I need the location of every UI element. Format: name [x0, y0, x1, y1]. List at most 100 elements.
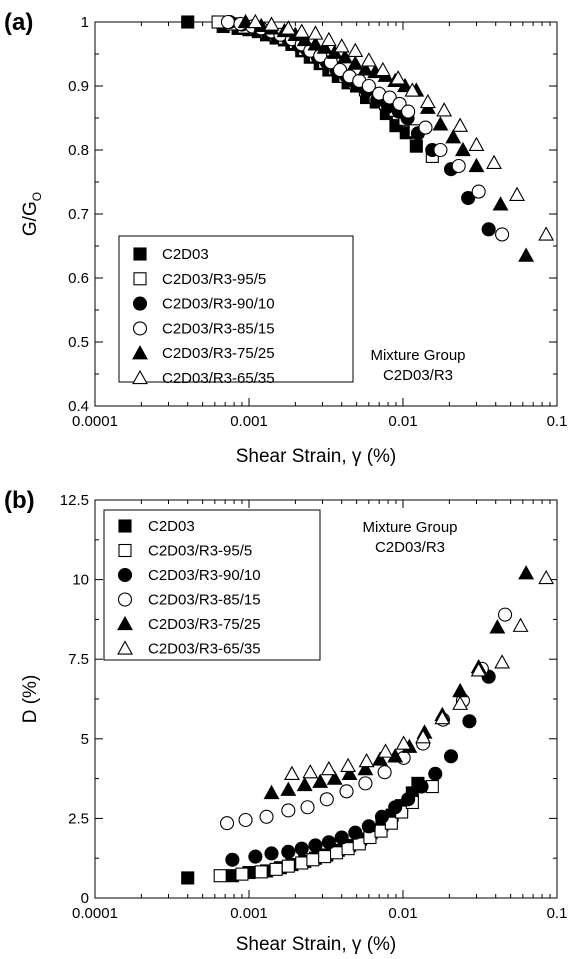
data-point-c2d03-r3-75-25 [397, 77, 413, 93]
legend-marker-c2d03 [118, 519, 132, 533]
data-point-c2d03-r3-95-5 [384, 816, 398, 830]
legend-marker-c2d03 [133, 247, 147, 261]
data-point-c2d03-r3-85-15 [259, 809, 274, 824]
data-point-c2d03-r3-65-35 [358, 752, 375, 768]
data-point-c2d03-r3-90-10 [281, 844, 296, 859]
axis-ticks-a: 0.0001 0.001 0.01 0.1 0.4 0.5 0.6 0.7 0.8 0.9 1 [68, 14, 567, 430]
data-point-c2d03-r3-90-10 [461, 190, 476, 206]
mixture-group-annotation-b-line2: C2D03/R3 [375, 539, 445, 556]
y-tick-label: 10 [72, 572, 89, 589]
data-point-c2d03-r3-75-25 [454, 141, 471, 157]
data-point-c2d03-r3-65-35 [302, 764, 319, 779]
data-point-c2d03-r3-65-35 [538, 226, 555, 241]
panel-a: (a) 0.0001 0.001 0.01 0.1 0.4 0.5 0.6 0.7 0.8 0.9… [4, 9, 567, 467]
legend-items-a: C2D03 C2D03/R3-95/5 C2D03/R3-90/10 C2D03/R3… [132, 246, 275, 387]
y-tick-label: 0.8 [68, 142, 89, 159]
legend-label-c2d03: C2D03 [162, 246, 209, 263]
data-point-c2d03-r3-65-35 [434, 709, 451, 725]
data-point-c2d03-r3-75-25 [518, 247, 535, 262]
series-c2d03-r3-65-35 [283, 569, 555, 780]
data-point-c2d03-r3-90-10 [481, 222, 496, 237]
data-point-c2d03-r3-65-35 [468, 136, 485, 152]
legend-marker-c2d03-r3-75-25 [117, 615, 133, 631]
data-point-c2d03-r3-90-10 [308, 838, 323, 853]
data-point-c2d03-r3-65-35 [247, 13, 264, 29]
y-tick-label: 5 [81, 731, 89, 748]
data-point-c2d03 [181, 15, 195, 29]
legend-a: C2D03 C2D03/R3-95/5 C2D03/R3-90/10 C2D03/R3… [118, 235, 354, 387]
legend-marker-c2d03-r3-75-25 [132, 345, 148, 360]
data-point-c2d03-r3-65-35 [509, 186, 525, 201]
data-point-c2d03-r3-95-5 [269, 862, 283, 876]
data-point-c2d03-r3-75-25 [280, 781, 297, 796]
data-point-c2d03-r3-65-35 [486, 154, 502, 169]
y-tick-label: 7.5 [68, 651, 89, 668]
legend-items-b: C2D03 C2D03/R3-95/5 C2D03/R3-90/10 C2D03/R3… [117, 518, 261, 658]
data-point-c2d03-r3-75-25 [492, 196, 509, 211]
data-point-c2d03-r3-65-35 [340, 757, 357, 773]
data-point-c2d03-r3-75-25 [357, 61, 374, 76]
data-point-c2d03-r3-85-15 [238, 812, 253, 828]
data-point-c2d03-r3-85-15 [220, 14, 236, 30]
legend-label-c2d03-r3-75-25: C2D03/R3-75/25 [162, 345, 275, 362]
data-point-c2d03-r3-90-10 [348, 825, 363, 840]
y-tick-label: 0.9 [68, 78, 89, 95]
data-point-c2d03-r3-95-5 [235, 867, 249, 881]
data-point-c2d03-r3-65-35 [452, 117, 469, 132]
panel-label-b: (b) [4, 487, 35, 514]
data-point-c2d03-r3-65-35 [374, 61, 391, 77]
data-point-c2d03-r3-85-15 [495, 227, 510, 242]
data-point-c2d03-r3-65-35 [395, 735, 412, 750]
x-tick-label: 0.01 [388, 413, 417, 430]
data-point-c2d03 [181, 871, 195, 885]
data-point-c2d03-r3-65-35 [333, 38, 350, 53]
data-point-c2d03-r3-95-5 [341, 842, 355, 856]
data-point-c2d03-r3-90-10 [388, 800, 403, 815]
data-point-c2d03-r3-65-35 [390, 70, 407, 85]
axis-ticks-b: 0.0001 0.001 0.01 0.1 0 2.5 5 7.5 10 12.5 [60, 492, 568, 922]
data-point-c2d03-r3-85-15 [281, 803, 296, 818]
legend-label-c2d03: C2D03 [148, 518, 195, 535]
data-point-c2d03-r3-90-10 [334, 830, 349, 845]
legend-marker-c2d03-r3-95-5 [118, 543, 132, 558]
data-point-c2d03-r3-85-15 [401, 104, 416, 119]
y-tick-label: 2.5 [68, 810, 89, 827]
legend-label-c2d03-r3-65-35: C2D03/R3-65/35 [148, 641, 261, 658]
x-axis-title-a: Shear Strain, γ (%) [236, 446, 397, 467]
data-point-c2d03-r3-65-35 [538, 569, 555, 585]
data-point-c2d03-r3-90-10 [294, 841, 309, 856]
x-tick-label: 0.01 [388, 905, 417, 922]
data-point-c2d03-r3-95-5 [318, 850, 332, 864]
data-point-c2d03-r3-65-35 [320, 760, 337, 776]
data-point-c2d03-r3-85-15 [498, 607, 513, 622]
legend-label-c2d03-r3-85-15: C2D03/R3-85/15 [148, 592, 261, 609]
data-point-c2d03-r3-75-25 [263, 784, 280, 800]
x-tick-label: 0.001 [230, 413, 268, 430]
data-point-c2d03-r3-85-15 [377, 765, 392, 780]
data-point-c2d03-r3-85-15 [418, 120, 433, 135]
y-tick-label: 0.6 [68, 270, 89, 287]
x-axis-title-b: Shear Strain, γ (%) [236, 934, 397, 955]
data-point-c2d03-r3-65-35 [320, 31, 337, 47]
legend-label-c2d03-r3-95-5: C2D03/R3-95/5 [148, 543, 252, 560]
data-point-c2d03-r3-75-25 [341, 765, 358, 780]
data-point-c2d03-r3-75-25 [312, 773, 329, 788]
data-point-c2d03-r3-75-25 [432, 116, 449, 131]
mixture-group-annotation-a-line1: Mixture Group [370, 347, 465, 364]
data-point-c2d03-r3-65-35 [307, 25, 324, 40]
data-point-c2d03-r3-85-15 [300, 800, 315, 815]
data-point-c2d03-r3-90-10 [361, 819, 376, 834]
data-point-c2d03-r3-75-25 [452, 682, 469, 698]
legend-box-b [103, 509, 321, 661]
mixture-group-annotation-a-line2: C2D03/R3 [383, 367, 453, 384]
legend-label-c2d03-r3-65-35: C2D03/R3-65/35 [162, 370, 275, 387]
data-point-c2d03-r3-90-10 [374, 809, 390, 824]
data-point-c2d03-r3-95-5 [374, 824, 388, 838]
data-point-c2d03-r3-90-10 [401, 792, 416, 807]
data-point-c2d03-r3-85-15 [471, 184, 486, 199]
legend-marker-c2d03-r3-90-10 [117, 567, 133, 583]
data-point-c2d03-r3-65-35 [419, 93, 436, 109]
mixture-group-annotation-b-line1: Mixture Group [362, 519, 457, 536]
data-point-c2d03-r3-65-35 [377, 743, 394, 758]
